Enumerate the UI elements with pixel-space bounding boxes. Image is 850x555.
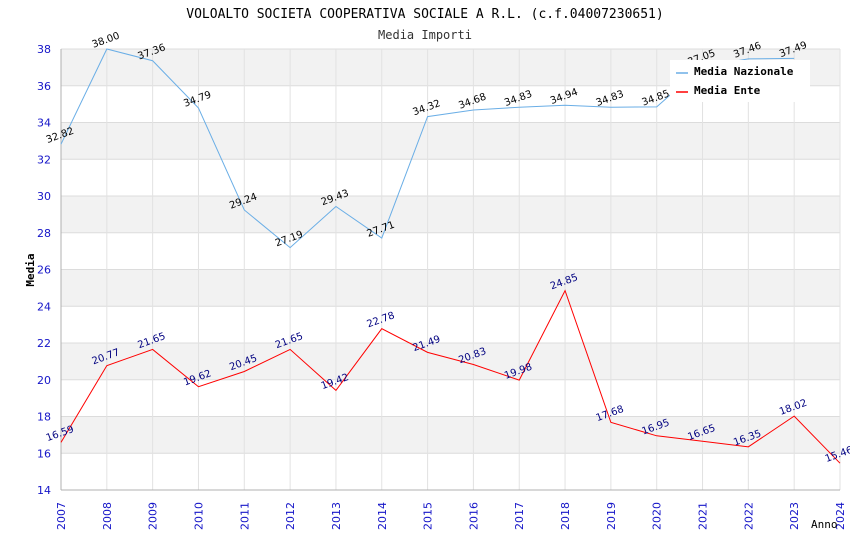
y-tick-label: 24 — [37, 300, 51, 313]
y-tick-label: 26 — [37, 264, 51, 277]
legend: Media Nazionale Media Ente — [670, 60, 810, 102]
grid-band — [61, 122, 840, 160]
grid-band — [61, 306, 840, 343]
x-tick-label: 2014 — [376, 502, 389, 530]
chart-subtitle: Media Importi — [378, 28, 472, 42]
series-line-ente — [60, 289, 841, 464]
x-axis-label: Anno — [811, 518, 838, 531]
x-tick-label: 2013 — [330, 502, 343, 530]
grid-band — [61, 269, 840, 307]
legend-label-nazionale: Media Nazionale — [694, 65, 794, 78]
x-tick-label: 2024 — [834, 502, 847, 530]
grid-band — [61, 343, 840, 380]
x-tick-label: 2009 — [147, 502, 160, 530]
chart-title: VOLOALTO SOCIETA COOPERATIVA SOCIALE A R… — [186, 7, 663, 22]
data-label: 38.00 — [91, 31, 122, 51]
y-tick-label: 36 — [37, 80, 51, 93]
grid-band — [61, 232, 840, 270]
grid-band — [61, 416, 840, 454]
y-tick-label: 22 — [37, 337, 51, 350]
gridlines — [60, 48, 841, 491]
x-tick-label: 2018 — [559, 502, 572, 530]
x-tick-label: 2015 — [422, 502, 435, 530]
y-axis-label: Media — [24, 253, 37, 286]
grid-band — [61, 159, 840, 196]
y-tick-label: 34 — [37, 117, 51, 130]
x-tick-label: 2016 — [467, 502, 480, 530]
grid-bands — [61, 49, 840, 490]
x-tick-label: 2017 — [513, 502, 526, 530]
grid-band — [61, 196, 840, 233]
y-tick-label: 32 — [37, 153, 51, 166]
x-tick-label: 2022 — [742, 502, 755, 530]
legend-label-ente: Media Ente — [694, 84, 761, 97]
y-tick-label: 30 — [37, 190, 51, 203]
x-tick-label: 2007 — [55, 502, 68, 530]
grid-band — [61, 379, 840, 417]
x-tick-label: 2012 — [284, 502, 297, 530]
y-tick-label: 14 — [37, 484, 51, 497]
y-tick-label: 38 — [37, 43, 51, 56]
x-tick-label: 2019 — [605, 502, 618, 530]
y-tick-label: 18 — [37, 411, 51, 424]
x-tick-label: 2020 — [651, 502, 664, 530]
legend-box — [670, 60, 810, 102]
x-tick-label: 2021 — [697, 502, 710, 530]
x-tick-label: 2023 — [788, 502, 801, 530]
x-tick-label: 2010 — [192, 502, 205, 530]
x-tick-label: 2011 — [238, 502, 251, 530]
y-tick-label: 28 — [37, 227, 51, 240]
axes — [60, 49, 840, 491]
x-tick-label: 2008 — [101, 502, 114, 530]
grid-band — [61, 453, 840, 490]
y-tick-label: 20 — [37, 374, 51, 387]
y-tick-label: 16 — [37, 447, 51, 460]
